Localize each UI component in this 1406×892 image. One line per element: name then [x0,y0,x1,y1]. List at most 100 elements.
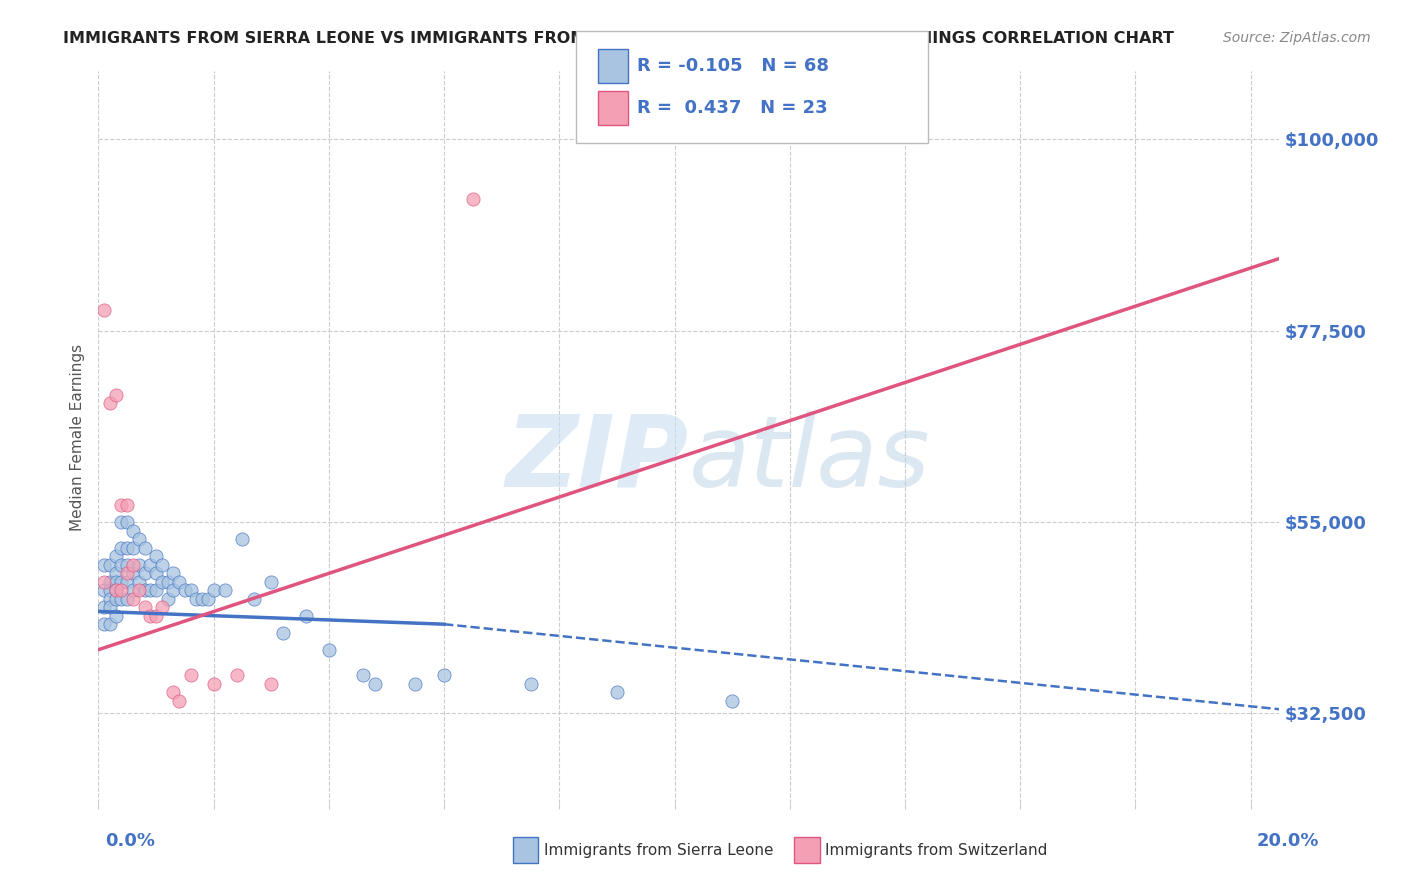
Point [433,668,456,682]
Point [98,617,121,632]
Point [122,558,145,572]
Point [243,591,266,606]
Point [115,515,138,529]
Point [104,608,127,623]
Point [115,566,138,581]
Point [180,583,202,598]
Point [115,541,138,555]
Point [134,566,156,581]
Point [145,566,167,581]
Point [225,668,247,682]
Point [122,566,145,581]
Point [98,574,121,589]
Point [128,583,150,598]
Point [145,608,167,623]
Point [104,387,127,401]
Point [352,668,374,682]
Point [162,685,184,699]
Point [139,583,162,598]
Point [104,574,127,589]
Point [104,583,127,598]
Point [180,668,202,682]
Text: 20.0%: 20.0% [1257,831,1319,849]
Point [260,677,283,691]
Point [93,574,115,589]
Point [110,583,132,598]
Point [115,558,138,572]
Point [162,583,184,598]
Point [110,591,132,606]
Point [104,591,127,606]
Point [128,558,150,572]
Point [150,574,173,589]
Point [364,677,387,691]
Point [318,642,340,657]
Point [104,583,127,598]
Point [197,591,219,606]
Point [98,591,121,606]
Point [134,541,156,555]
Point [122,541,145,555]
Point [115,574,138,589]
Point [139,558,162,572]
Point [145,583,167,598]
Point [173,583,195,598]
Point [104,549,127,563]
Point [110,574,132,589]
Point [98,396,121,410]
Point [110,515,132,529]
Text: atlas: atlas [689,410,931,508]
Point [156,591,179,606]
Point [721,694,744,708]
Text: R = -0.105   N = 68: R = -0.105 N = 68 [637,57,830,75]
Point [519,677,541,691]
Point [93,583,115,598]
Text: Immigrants from Sierra Leone: Immigrants from Sierra Leone [544,843,773,857]
Point [167,694,190,708]
Point [202,583,225,598]
Point [110,498,132,512]
Point [150,558,173,572]
Point [128,532,150,546]
Point [128,574,150,589]
Point [271,625,294,640]
Point [110,541,132,555]
Point [202,677,225,691]
Point [134,583,156,598]
Point [93,600,115,615]
Point [98,583,121,598]
Text: Source: ZipAtlas.com: Source: ZipAtlas.com [1223,31,1371,45]
Point [167,574,190,589]
Point [162,566,184,581]
Point [98,600,121,615]
Point [214,583,236,598]
Text: ZIP: ZIP [506,410,689,508]
Point [186,591,208,606]
Point [156,574,179,589]
Text: Immigrants from Switzerland: Immigrants from Switzerland [825,843,1047,857]
Point [139,608,162,623]
Point [93,617,115,632]
Point [461,192,484,206]
Point [404,677,426,691]
Point [231,532,253,546]
Point [134,600,156,615]
Y-axis label: Median Female Earnings: Median Female Earnings [70,343,86,531]
Point [122,591,145,606]
Text: 0.0%: 0.0% [105,831,156,849]
Point [110,558,132,572]
Point [115,498,138,512]
Point [122,524,145,538]
Point [98,558,121,572]
Point [115,591,138,606]
Point [260,574,283,589]
Point [104,566,127,581]
Point [295,608,318,623]
Point [145,549,167,563]
Text: IMMIGRANTS FROM SIERRA LEONE VS IMMIGRANTS FROM SWITZERLAND MEDIAN FEMALE EARNIN: IMMIGRANTS FROM SIERRA LEONE VS IMMIGRAN… [63,31,1174,46]
Text: R =  0.437   N = 23: R = 0.437 N = 23 [637,99,828,117]
Point [122,583,145,598]
Point [93,302,115,317]
Point [150,600,173,615]
Point [191,591,214,606]
